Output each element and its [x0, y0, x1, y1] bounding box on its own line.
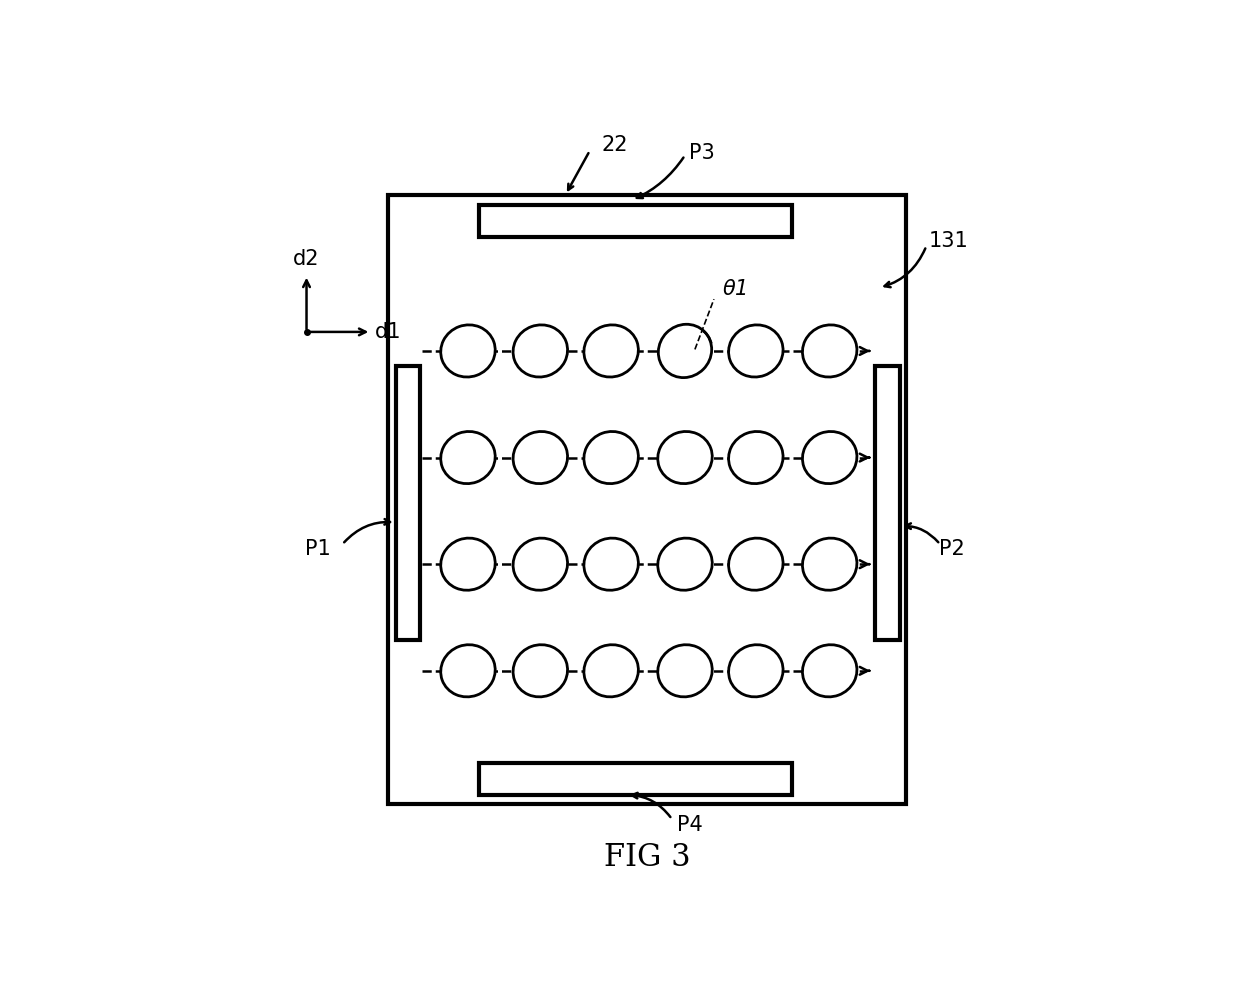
Ellipse shape	[584, 324, 639, 377]
Ellipse shape	[657, 538, 712, 590]
Bar	[480, 205, 791, 236]
Text: d1: d1	[374, 321, 402, 342]
Ellipse shape	[513, 431, 568, 484]
Ellipse shape	[440, 431, 495, 484]
Ellipse shape	[658, 324, 712, 378]
Text: FIG 3: FIG 3	[604, 842, 691, 873]
Ellipse shape	[584, 538, 639, 590]
Ellipse shape	[657, 645, 712, 697]
Text: P3: P3	[688, 143, 714, 163]
Ellipse shape	[513, 324, 568, 377]
Ellipse shape	[513, 645, 568, 697]
Text: P4: P4	[677, 815, 703, 836]
Text: d2: d2	[294, 249, 320, 269]
Ellipse shape	[729, 324, 784, 377]
Bar	[480, 763, 791, 795]
Ellipse shape	[802, 645, 857, 697]
Ellipse shape	[513, 538, 568, 590]
Bar	[875, 366, 900, 640]
Ellipse shape	[440, 324, 495, 377]
Ellipse shape	[802, 431, 857, 484]
Ellipse shape	[584, 431, 639, 484]
Text: P2: P2	[939, 539, 965, 559]
Text: 22: 22	[601, 135, 627, 155]
Text: $\theta$1: $\theta$1	[722, 279, 746, 299]
Ellipse shape	[657, 431, 712, 484]
Ellipse shape	[440, 538, 495, 590]
Bar	[396, 366, 420, 640]
Ellipse shape	[802, 538, 857, 590]
Ellipse shape	[729, 645, 784, 697]
Text: 131: 131	[929, 230, 968, 250]
Text: P1: P1	[305, 539, 331, 559]
Ellipse shape	[729, 538, 784, 590]
Bar	[388, 195, 906, 804]
Ellipse shape	[802, 324, 857, 377]
Ellipse shape	[440, 645, 495, 697]
Ellipse shape	[729, 431, 784, 484]
Ellipse shape	[584, 645, 639, 697]
